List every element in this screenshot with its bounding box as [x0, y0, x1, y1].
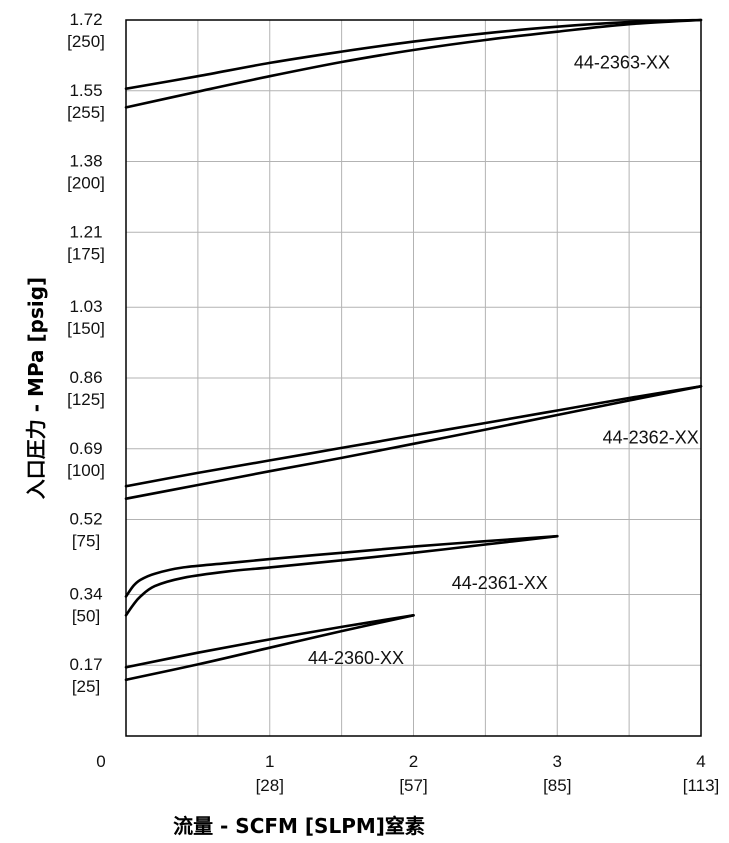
x-axis-title: 流量 - SCFM [SLPM]窒素 — [173, 814, 425, 838]
series-line-44-2362-XX-lower — [124, 385, 703, 500]
y-tick-sublabel: [250] — [67, 32, 105, 51]
y-tick-label: 1.03 — [69, 297, 102, 316]
y-tick-label: 0.86 — [69, 368, 102, 387]
y-tick-label: 0.34 — [69, 584, 102, 603]
y-tick-sublabel: [25] — [72, 677, 100, 696]
series-line-44-2360-XX-upper — [124, 614, 415, 669]
series-label-44-2363-XX: 44-2363-XX — [574, 53, 670, 73]
y-tick-label: 1.55 — [69, 81, 102, 100]
x-tick-label: 2 — [409, 752, 418, 771]
series-labels: 44-2363-XX 44-2362-XX 44-2361-XX 44-2360-XX — [308, 53, 699, 668]
x-axis-ticks: 0 1 [28] 2 [57] 3 [85] 4 [113] — [96, 752, 719, 795]
x-tick-label: 1 — [265, 752, 274, 771]
y-tick-label: 1.72 — [69, 10, 102, 29]
y-tick-sublabel: [200] — [67, 174, 105, 193]
y-tick-sublabel: [125] — [67, 390, 105, 409]
y-tick-sublabel: [255] — [67, 103, 105, 122]
y-tick-sublabel: [150] — [67, 319, 105, 338]
series-label-44-2362-XX: 44-2362-XX — [603, 427, 699, 447]
x-tick-label: 0 — [96, 752, 105, 771]
y-tick-sublabel: [100] — [67, 461, 105, 480]
x-tick-sublabel: [57] — [399, 776, 427, 795]
series-line-44-2362-XX-upper — [124, 385, 703, 488]
y-tick-sublabel: [50] — [72, 606, 100, 625]
y-tick-label: 0.17 — [69, 655, 102, 674]
y-tick-label: 0.69 — [69, 439, 102, 458]
series-label-44-2361-XX: 44-2361-XX — [452, 573, 548, 593]
x-tick-sublabel: [85] — [543, 776, 571, 795]
y-tick-label: 0.52 — [69, 510, 102, 529]
series-line-44-2363-XX-lower — [124, 18, 703, 109]
y-axis-ticks: 1.72 [250] 1.55 [255] 1.38 [200] 1.21 [175] 1.03… — [67, 10, 105, 696]
x-tick-label: 3 — [553, 752, 562, 771]
x-tick-label: 4 — [696, 752, 705, 771]
grid-lines — [126, 20, 701, 736]
y-tick-sublabel: [75] — [72, 532, 100, 551]
series-label-44-2360-XX: 44-2360-XX — [308, 648, 404, 668]
series-line-44-2361-XX-lower — [124, 534, 559, 617]
x-tick-sublabel: [28] — [256, 776, 284, 795]
series-line-44-2360-XX-lower — [124, 614, 415, 682]
y-tick-label: 1.38 — [69, 152, 102, 171]
series-curves — [124, 18, 703, 682]
series-line-44-2361-XX-upper — [124, 534, 559, 598]
plot-frame — [125, 19, 702, 737]
y-axis-title: 入口圧力 - MPa [psig] — [24, 277, 48, 499]
x-tick-sublabel: [113] — [683, 776, 720, 795]
series-line-44-2363-XX-upper — [124, 18, 703, 90]
y-tick-label: 1.21 — [69, 222, 102, 241]
y-tick-sublabel: [175] — [67, 244, 105, 263]
